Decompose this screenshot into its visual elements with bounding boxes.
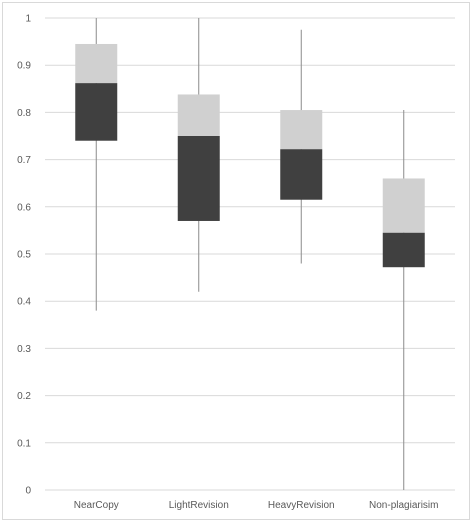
y-tick-label: 0.6 — [17, 202, 31, 213]
box-upper-3 — [382, 178, 425, 233]
x-category-label: NearCopy — [74, 500, 119, 511]
box-lower-0 — [75, 83, 118, 141]
x-category-label: LightRevision — [169, 500, 229, 511]
y-tick-label: 0.2 — [17, 391, 31, 402]
y-tick-label: 1 — [25, 14, 31, 25]
y-tick-label: 0.7 — [17, 155, 31, 166]
box-upper-2 — [280, 110, 323, 150]
y-tick-label: 0.4 — [17, 297, 31, 308]
box-upper-1 — [177, 94, 220, 136]
box-lower-3 — [382, 232, 425, 268]
y-tick-label: 0 — [25, 486, 31, 497]
y-tick-label: 0.8 — [17, 108, 31, 119]
box-upper-0 — [75, 43, 118, 84]
box-lower-1 — [177, 136, 220, 221]
y-tick-label: 0.5 — [17, 250, 31, 261]
x-category-label: Non-plagiarisim — [369, 500, 438, 511]
y-tick-label: 0.9 — [17, 61, 31, 72]
box-lower-2 — [280, 149, 323, 200]
y-tick-label: 0.1 — [17, 438, 31, 449]
y-tick-label: 0.3 — [17, 344, 31, 355]
x-category-label: HeavyRevision — [268, 500, 335, 511]
